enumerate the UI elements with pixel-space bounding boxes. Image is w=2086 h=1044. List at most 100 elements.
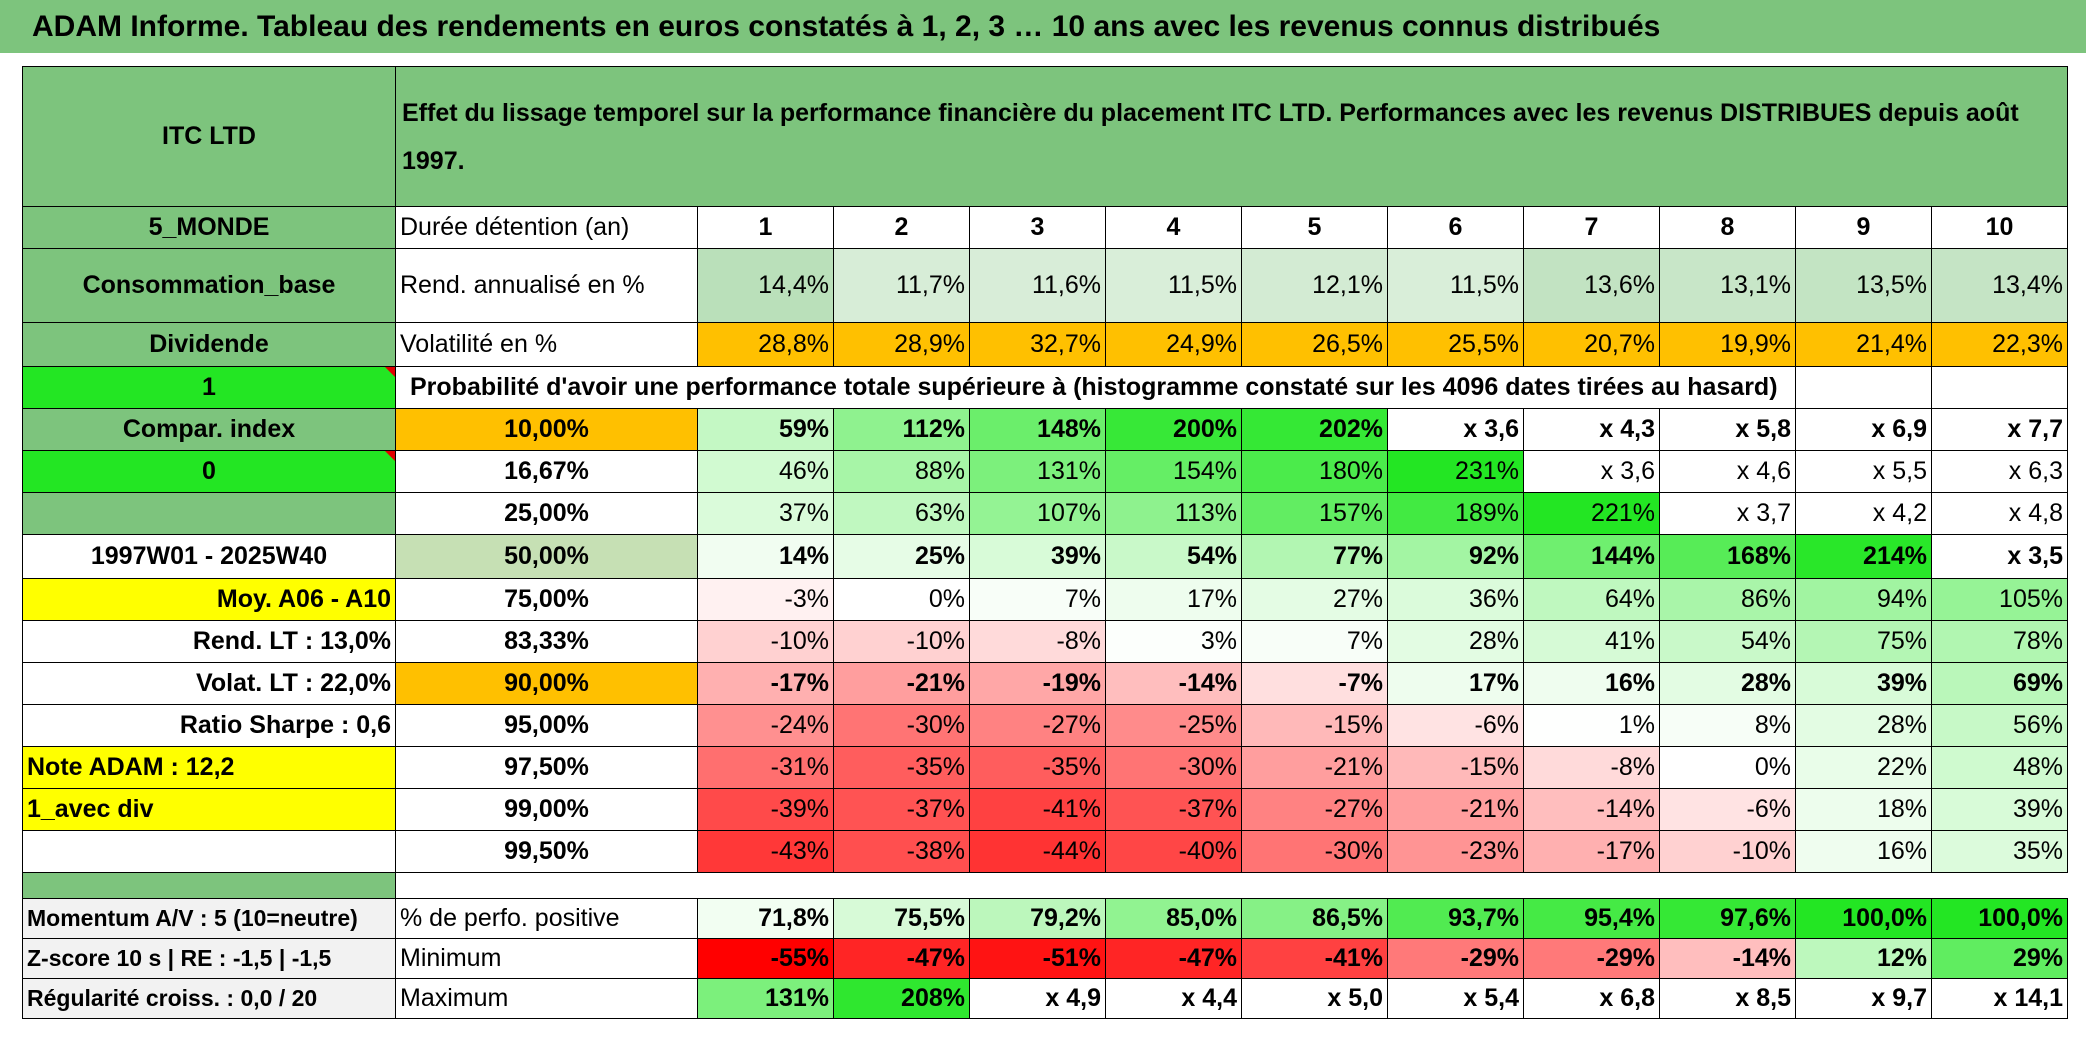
quantile-value-cell: 0% [833, 578, 970, 621]
dividend-mode: 1_avec div [22, 788, 396, 831]
quantile-value-cell: 63% [833, 492, 970, 535]
quantile-value-cell: -8% [1523, 746, 1660, 789]
probability-threshold: 16,67% [395, 450, 698, 493]
quantile-value-cell: -43% [697, 830, 834, 873]
quantile-value-cell: -21% [833, 662, 970, 705]
quantile-value-cell: -10% [833, 620, 970, 663]
quantile-value-cell: 88% [833, 450, 970, 493]
empty-side-cell [22, 830, 396, 873]
quantile-value-cell: -14% [1523, 788, 1660, 831]
quantile-value-cell: -10% [1659, 830, 1796, 873]
quantile-value-cell: x 3,5 [1931, 534, 2068, 579]
separator-cell [22, 872, 396, 899]
quantile-value-cell: -38% [833, 830, 970, 873]
quantile-value-cell: -15% [1387, 746, 1524, 789]
quantile-value-cell: -41% [969, 788, 1106, 831]
separator-blank [396, 873, 2068, 899]
quantile-value-cell: 107% [969, 492, 1106, 535]
table-description: Effet du lissage temporel sur la perform… [395, 66, 2068, 207]
positive-perf-cell: 100,0% [1795, 898, 1932, 939]
maximum-cell: x 5,0 [1241, 978, 1388, 1019]
annual-return-cell: 13,5% [1795, 248, 1932, 323]
quantile-value-cell: 0% [1659, 746, 1796, 789]
quantile-value-cell: 17% [1387, 662, 1524, 705]
probability-caption: Probabilité d'avoir une performance tota… [410, 373, 1778, 401]
quantile-value-cell: 221% [1523, 492, 1660, 535]
quantile-value-cell: 46% [697, 450, 834, 493]
dividend-value: 1 [22, 366, 396, 409]
quantile-value-cell: 180% [1241, 450, 1388, 493]
quantile-value-cell: 22% [1795, 746, 1932, 789]
probability-threshold: 25,00% [395, 492, 698, 535]
holding-duration-label: Durée détention (an) [395, 206, 698, 249]
quantile-value-cell: -35% [833, 746, 970, 789]
volatility-cell: 19,9% [1659, 322, 1796, 367]
quantile-value-cell: 27% [1241, 578, 1388, 621]
annual-return-cell: 13,6% [1523, 248, 1660, 323]
quantile-value-cell: 231% [1387, 450, 1524, 493]
quantile-value-cell: -37% [1105, 788, 1242, 831]
maximum-cell: x 4,4 [1105, 978, 1242, 1019]
quantile-value-cell: 148% [969, 408, 1106, 451]
probability-threshold: 99,00% [395, 788, 698, 831]
quantile-value-cell: 39% [1931, 788, 2068, 831]
minimum-cell: -47% [833, 938, 970, 979]
positive-perf-cell: 79,2% [969, 898, 1106, 939]
volatility-cell: 22,3% [1931, 322, 2068, 367]
quantile-value-cell: x 6,9 [1795, 408, 1932, 451]
quantile-value-cell: -30% [1105, 746, 1242, 789]
compar-index-label: Compar. index [22, 408, 396, 451]
quantile-value-cell: -37% [833, 788, 970, 831]
quantile-value-cell: -30% [1241, 830, 1388, 873]
minimum-label: Minimum [395, 938, 698, 979]
quantile-value-cell: 154% [1105, 450, 1242, 493]
quantile-value-cell: 7% [969, 578, 1106, 621]
quantile-value-cell: -39% [697, 788, 834, 831]
quantile-value-cell: 59% [697, 408, 834, 451]
probability-threshold: 50,00% [395, 534, 698, 579]
probability-threshold: 10,00% [395, 408, 698, 451]
minimum-cell: -29% [1523, 938, 1660, 979]
quantile-value-cell: -6% [1387, 704, 1524, 747]
quantile-value-cell: -10% [697, 620, 834, 663]
volatility-cell: 28,9% [833, 322, 970, 367]
probability-threshold: 99,50% [395, 830, 698, 873]
quantile-value-cell: 8% [1659, 704, 1796, 747]
quantile-value-cell: 189% [1387, 492, 1524, 535]
quantile-value-cell: 18% [1795, 788, 1932, 831]
quantile-value-cell: -21% [1387, 788, 1524, 831]
minimum-cell: -47% [1105, 938, 1242, 979]
volatility-cell: 32,7% [969, 322, 1106, 367]
maximum-cell: x 8,5 [1659, 978, 1796, 1019]
quantile-value-cell: 77% [1241, 534, 1388, 579]
annual-return-cell: 11,7% [833, 248, 970, 323]
momentum-label: Momentum A/V : 5 (10=neutre) [22, 898, 396, 939]
quantile-value-cell: 37% [697, 492, 834, 535]
probability-threshold: 83,33% [395, 620, 698, 663]
adam-score: Note ADAM : 12,2 [22, 746, 396, 789]
annual-return-cell: 13,4% [1931, 248, 2068, 323]
year-header: 6 [1387, 206, 1524, 249]
probability-threshold: 75,00% [395, 578, 698, 621]
positive-perf-cell: 93,7% [1387, 898, 1524, 939]
report-title: ADAM Informe. Tableau des rendements en … [0, 0, 2086, 53]
empty-cell [1795, 366, 1932, 409]
quantile-value-cell: 168% [1659, 534, 1796, 579]
positive-perf-cell: 71,8% [697, 898, 834, 939]
quantile-value-cell: 16% [1523, 662, 1660, 705]
quantile-value-cell: 86% [1659, 578, 1796, 621]
maximum-cell: x 5,4 [1387, 978, 1524, 1019]
year-header: 8 [1659, 206, 1796, 249]
quantile-value-cell: 214% [1795, 534, 1932, 579]
annual-return-cell: 11,6% [969, 248, 1106, 323]
quantile-value-cell: 105% [1931, 578, 2068, 621]
quantile-value-cell: 78% [1931, 620, 2068, 663]
probability-threshold: 95,00% [395, 704, 698, 747]
quantile-value-cell: -7% [1241, 662, 1388, 705]
volatility-cell: 26,5% [1241, 322, 1388, 367]
quantile-value-cell: 69% [1931, 662, 2068, 705]
quantile-value-cell: 75% [1795, 620, 1932, 663]
year-header: 2 [833, 206, 970, 249]
quantile-value-cell: 16% [1795, 830, 1932, 873]
probability-threshold: 90,00% [395, 662, 698, 705]
